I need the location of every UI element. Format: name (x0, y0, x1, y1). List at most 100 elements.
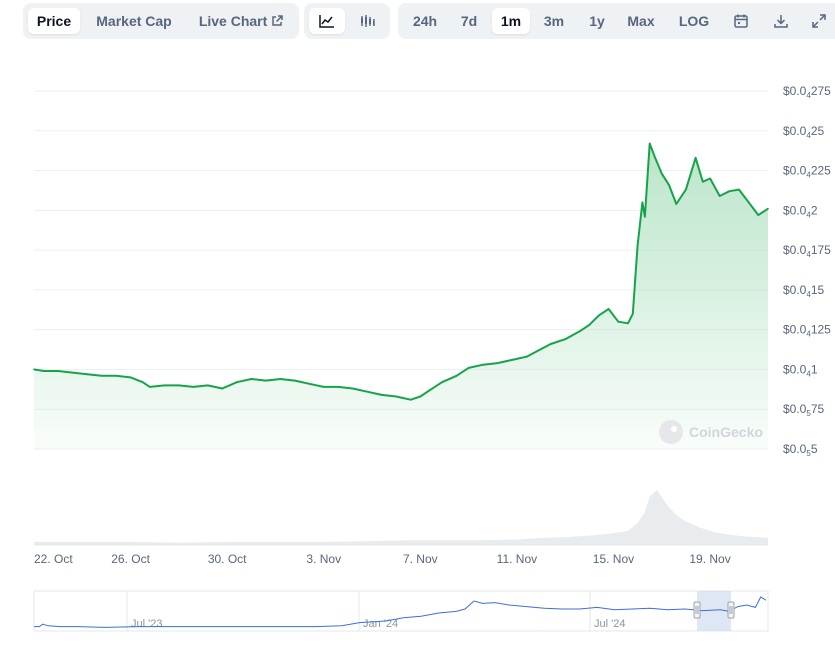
price-point (441, 381, 443, 384)
download-button[interactable] (764, 8, 798, 34)
tab-live-chart-label: Live Chart (198, 13, 268, 29)
price-point (511, 359, 513, 361)
line-chart-button[interactable] (309, 8, 345, 34)
price-point (366, 390, 369, 393)
price-chart[interactable]: $0.055 $0.0575 $0.041 $0.04125 $0.0415 $0.041… (0, 40, 835, 647)
price-point (718, 195, 721, 197)
price-point (636, 244, 639, 247)
price-area (33, 142, 769, 449)
range-tabs: 24h 7d 1m 3m 1y Max LOG (398, 3, 835, 39)
x-tick-label: 15. Nov (593, 552, 634, 566)
tab-market-cap[interactable]: Market Cap (96, 13, 172, 29)
price-point (578, 330, 581, 333)
price-point (661, 172, 663, 175)
price-point (588, 324, 591, 326)
price-point (653, 155, 656, 157)
price-point (409, 398, 412, 401)
range-max[interactable]: Max (627, 13, 655, 29)
price-point (455, 375, 458, 377)
y-tick-label: $0.055 (783, 442, 818, 458)
y-tick-label: $0.041 (783, 362, 818, 378)
price-point (728, 190, 731, 192)
navigator[interactable]: Jul '23 Jan '24 Jul '24 (33, 590, 769, 632)
price-point (632, 313, 634, 315)
x-tick-label: 3. Nov (306, 552, 341, 566)
price-point (265, 379, 267, 382)
candlestick-chart-button[interactable] (349, 8, 385, 34)
price-point (57, 370, 59, 372)
x-axis-labels: 22. Oct 26. Oct 30. Oct 3. Nov 7. Nov 11. Nov… (34, 544, 768, 566)
price-chart-svg: $0.055 $0.0575 $0.041 $0.04125 $0.0415 $0.041… (33, 84, 831, 632)
navigator-label: Jul '23 (131, 618, 162, 630)
price-point (525, 355, 528, 358)
range-1m[interactable]: 1m (492, 8, 530, 34)
price-point (163, 384, 166, 387)
volume-shape (34, 490, 768, 545)
range-3m[interactable]: 3m (543, 13, 565, 29)
price-point (192, 386, 195, 388)
price-point (641, 201, 644, 204)
price-point (467, 367, 470, 369)
y-tick-label: $0.04275 (783, 84, 831, 100)
price-point (702, 180, 704, 183)
price-point (33, 368, 35, 371)
navigator-handle-right[interactable] (727, 601, 735, 619)
chart-toolbar: Price Market Cap Live Chart 24h 7d 1m 3m… (0, 3, 835, 39)
price-point (648, 142, 651, 145)
line-chart-icon (309, 13, 345, 29)
price-point (429, 389, 431, 391)
expand-button[interactable] (804, 8, 834, 34)
price-point (767, 207, 769, 210)
price-point (42, 370, 45, 372)
y-tick-label: $0.0425 (783, 124, 824, 140)
log-toggle[interactable]: LOG (678, 13, 710, 29)
y-tick-label: $0.04125 (783, 323, 831, 339)
tab-live-chart[interactable]: Live Chart (189, 8, 293, 34)
price-point (279, 378, 282, 380)
price-point (644, 215, 646, 218)
price-point (694, 157, 697, 159)
navigator-frame (33, 590, 769, 632)
tab-price[interactable]: Price (28, 8, 80, 34)
price-point (537, 349, 540, 352)
price-point (207, 384, 209, 387)
price-point (100, 375, 103, 377)
navigator-line (34, 596, 767, 628)
price-point (178, 384, 180, 387)
y-tick-label: $0.04175 (783, 243, 831, 259)
calendar-button[interactable] (724, 8, 758, 34)
y-tick-label: $0.042 (783, 203, 818, 219)
price-point (141, 381, 144, 384)
price-point (236, 381, 238, 384)
x-tick-label: 22. Oct (34, 552, 73, 566)
price-point (607, 308, 610, 310)
price-point (627, 322, 629, 325)
price-point (221, 387, 224, 390)
calendar-icon (724, 13, 758, 29)
download-icon (764, 13, 798, 29)
price-point (598, 314, 600, 317)
data-type-tabs: Price Market Cap Live Chart (23, 3, 299, 39)
price-point (250, 378, 253, 380)
range-24h[interactable]: 24h (412, 13, 438, 29)
price-point (308, 383, 311, 385)
watermark-text: CoinGecko (689, 424, 763, 440)
x-tick-label: 30. Oct (208, 552, 247, 566)
price-point (564, 338, 566, 341)
range-7d[interactable]: 7d (460, 13, 478, 29)
candlestick-chart-icon (349, 13, 385, 29)
navigator-handle-left[interactable] (693, 601, 701, 619)
y-axis-labels: $0.055 $0.0575 $0.041 $0.04125 $0.0415 $0.041… (783, 84, 831, 458)
price-point (482, 363, 484, 366)
y-tick-label: $0.0575 (783, 402, 824, 418)
expand-icon (804, 13, 834, 29)
price-point (337, 386, 340, 388)
coingecko-logo-icon (659, 420, 683, 444)
price-point (617, 320, 620, 323)
y-tick-label: $0.0415 (783, 283, 824, 299)
external-link-icon (271, 9, 283, 35)
price-point (71, 371, 74, 374)
price-point (115, 375, 117, 377)
volume-area (34, 490, 768, 545)
range-1y[interactable]: 1y (589, 13, 605, 29)
